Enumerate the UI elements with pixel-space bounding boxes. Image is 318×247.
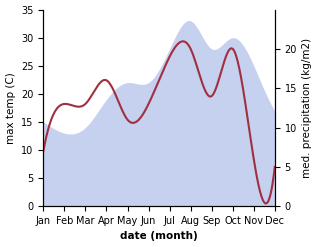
X-axis label: date (month): date (month) [120, 231, 198, 242]
Y-axis label: med. precipitation (kg/m2): med. precipitation (kg/m2) [302, 38, 313, 178]
Y-axis label: max temp (C): max temp (C) [5, 72, 16, 144]
